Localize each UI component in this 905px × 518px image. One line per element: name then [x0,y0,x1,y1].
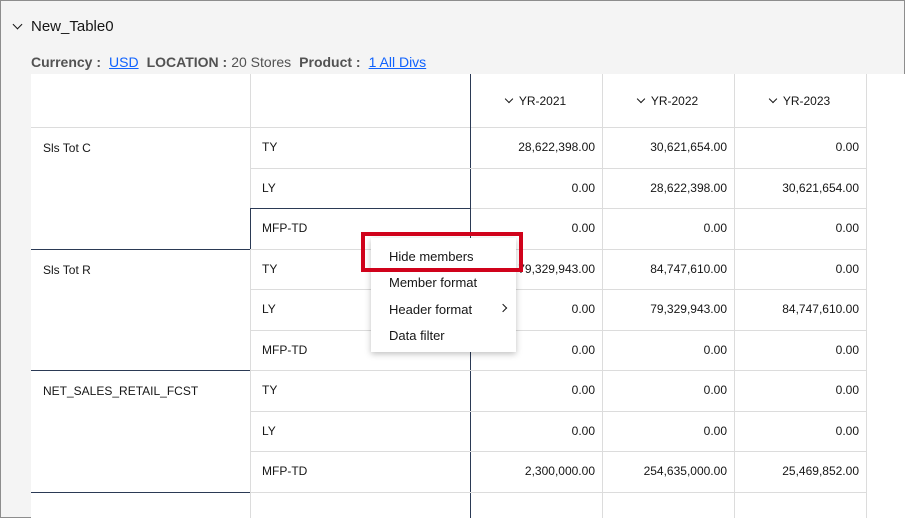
filter-currency-value[interactable]: USD [109,54,139,70]
grid-line [250,329,866,331]
data-cell[interactable]: 30,621,654.00 [650,140,727,155]
row-header-member[interactable]: MFP-TD [262,221,308,236]
data-cell[interactable]: 0.00 [703,423,727,438]
grid-line [250,410,866,412]
filter-location-value: 20 Stores [231,54,292,70]
row-header-measure[interactable]: Sls Tot C [43,141,91,155]
data-cell[interactable]: 30,621,654.00 [782,180,859,195]
data-cell[interactable]: 84,747,610.00 [650,261,727,276]
grid-line [866,74,867,518]
filter-location-label: LOCATION : [146,54,228,70]
data-cell[interactable]: 0.00 [835,423,859,438]
column-header-yr-2021[interactable]: YR-2021 [470,74,602,127]
grid-line [31,491,250,493]
grid-line [250,451,866,452]
grid-line [31,370,250,371]
grid-line [734,74,735,518]
grid-line [250,248,866,250]
data-cell[interactable]: 0.00 [571,383,595,398]
data-grid: YR-2021 YR-2022 YR-2023 Sls Tot C TY 28,62… [31,74,905,518]
column-header-label: YR-2022 [650,93,699,108]
grid-line [250,74,251,518]
context-menu: Hide members Member format Header format… [371,238,516,352]
chevron-down-icon[interactable] [636,94,646,104]
data-cell[interactable]: 79,329,943.00 [518,261,595,276]
row-header-member[interactable]: LY [262,180,276,195]
row-header-measure[interactable]: NET_SALES_RETAIL_FCST [43,384,199,398]
grid-line [250,289,866,290]
grid-line [250,208,866,209]
data-cell[interactable]: 0.00 [703,221,727,236]
data-cell[interactable]: 0.00 [835,342,859,357]
data-cell[interactable]: 2,300,000.00 [524,464,595,479]
row-header-member[interactable]: TY [262,261,278,276]
menu-item-member-format[interactable]: Member format [371,269,516,295]
grid-line [31,248,250,250]
column-header-yr-2023[interactable]: YR-2023 [734,74,866,127]
column-header-yr-2022[interactable]: YR-2022 [602,74,734,127]
filter-product-label: Product : [299,54,361,70]
data-cell[interactable]: 0.00 [835,221,859,236]
grid-line [250,370,866,371]
grid-line [250,167,866,169]
row-header-member[interactable]: LY [262,302,276,317]
menu-item-label: Hide members [389,248,474,264]
menu-item-hide-members[interactable]: Hide members [371,243,516,269]
grid-line [31,127,866,128]
row-header-member[interactable]: TY [262,383,278,398]
data-cell[interactable]: 25,469,852.00 [782,464,859,479]
data-cell[interactable]: 0.00 [703,383,727,398]
grid-line [602,74,603,518]
row-header-member[interactable]: TY [262,140,278,155]
chevron-down-icon[interactable] [768,94,778,104]
row-header-member[interactable]: LY [262,423,276,438]
data-cell[interactable]: 0.00 [835,383,859,398]
filter-bar: Currency : USD LOCATION : 20 Stores Prod… [31,54,434,70]
data-cell[interactable]: 0.00 [571,302,595,317]
column-header-label: YR-2023 [782,93,831,108]
filter-currency-label: Currency : [31,54,102,70]
table-header[interactable]: New_Table0 [12,16,114,36]
row-header-measure[interactable]: Sls Tot R [43,262,91,277]
data-cell[interactable]: 254,635,000.00 [643,464,727,479]
data-cell[interactable]: 28,622,398.00 [518,140,595,155]
chevron-right-icon [498,303,508,313]
data-cell[interactable]: 79,329,943.00 [650,302,727,317]
row-header-member[interactable]: MFP-TD [262,342,308,357]
data-cell[interactable]: 0.00 [835,140,859,155]
menu-item-label: Member format [389,274,478,290]
filter-product-value[interactable]: 1 All Divs [368,54,427,70]
menu-item-label: Data filter [389,327,445,343]
menu-item-data-filter[interactable]: Data filter [371,322,516,348]
data-cell[interactable]: 0.00 [571,180,595,195]
data-cell[interactable]: 0.00 [835,261,859,276]
column-header-label: YR-2021 [518,93,567,108]
grid-line [250,491,866,493]
chevron-down-icon[interactable] [12,19,23,29]
data-cell[interactable]: 0.00 [703,342,727,357]
chevron-down-icon[interactable] [504,94,514,104]
data-cell[interactable]: 0.00 [571,342,595,357]
data-cell[interactable]: 84,747,610.00 [782,302,859,317]
row-header-member[interactable]: MFP-TD [262,464,308,479]
menu-item-header-format[interactable]: Header format [371,296,516,322]
data-cell[interactable]: 28,622,398.00 [650,180,727,195]
data-cell[interactable]: 0.00 [571,221,595,236]
menu-item-label: Header format [389,301,473,317]
table-title: New_Table0 [31,17,114,35]
data-cell[interactable]: 0.00 [571,423,595,438]
